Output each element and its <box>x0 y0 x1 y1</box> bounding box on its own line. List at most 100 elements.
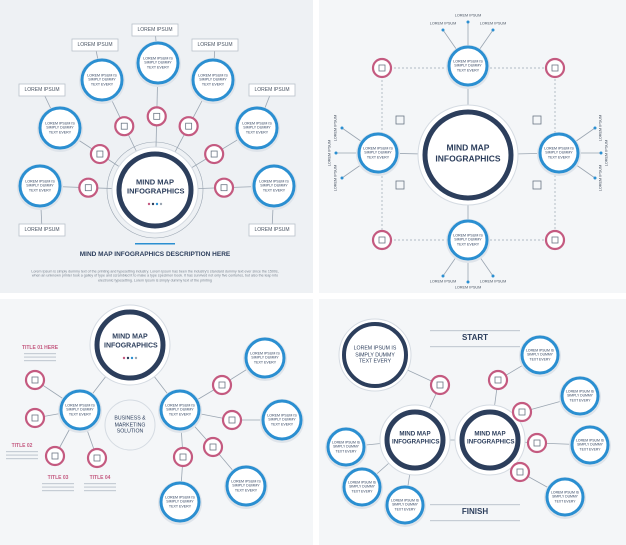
node-label: LOREM IPSUM IS SIMPLY DUMMY TEXT EVERY <box>231 479 261 493</box>
node-label: LOREM IPSUM IS SIMPLY DUMMY TEXT EVERY <box>391 498 419 512</box>
spoke-label: LOREM IPSUM <box>479 279 507 284</box>
icon-node <box>114 116 135 137</box>
icon <box>153 112 161 120</box>
node <box>520 335 560 375</box>
node-label: LOREM IPSUM IS SIMPLY DUMMY TEXT EVERY <box>576 438 604 452</box>
dot <box>147 202 151 206</box>
center-node <box>94 309 166 381</box>
center-title: MIND MAP INFOGRAPHICS <box>467 430 515 445</box>
icon <box>185 122 193 130</box>
icon-node <box>24 407 46 429</box>
dot <box>159 202 163 206</box>
icon <box>378 236 386 244</box>
section-title: TITLE 04 <box>89 474 111 481</box>
icon-node <box>371 57 393 79</box>
icon-node <box>213 177 235 198</box>
center-title: MIND MAP INFOGRAPHICS <box>104 333 158 349</box>
section-title: TITLE 01 HERE <box>21 344 59 351</box>
node <box>18 164 62 208</box>
node-label: LOREM IPSUM IS SIMPLY DUMMY TEXT EVERY <box>65 403 95 417</box>
center-title: MIND MAP INFOGRAPHICS <box>127 177 185 196</box>
spoke-label: LOREM IPSUM <box>598 164 603 192</box>
text-placeholder <box>24 353 56 355</box>
node-label: LOREM IPSUM IS SIMPLY DUMMY TEXT EVERY <box>544 146 574 160</box>
dot <box>134 356 138 360</box>
dot <box>155 202 159 206</box>
icon <box>532 180 542 190</box>
node <box>225 465 267 507</box>
finish-label: FINISH <box>461 507 489 516</box>
node <box>326 427 366 467</box>
icon-node <box>211 374 233 396</box>
callout-label: LOREM IPSUM <box>254 86 290 93</box>
node <box>342 467 382 507</box>
icon-node <box>371 229 393 251</box>
icon-node <box>526 432 548 454</box>
spoke-dot <box>466 280 470 284</box>
icon <box>494 376 502 384</box>
spoke-label: LOREM IPSUM <box>454 13 482 18</box>
spoke-label: LOREM IPSUM <box>604 139 609 167</box>
node <box>38 106 82 150</box>
icon-node <box>78 177 99 198</box>
icon <box>84 184 92 192</box>
spoke-label: LOREM IPSUM <box>429 21 457 26</box>
icon <box>436 381 444 389</box>
spoke-label: LOREM IPSUM <box>327 139 332 167</box>
dot <box>151 202 155 206</box>
icon <box>551 64 559 72</box>
callout-box <box>248 223 296 237</box>
icon <box>220 184 228 192</box>
icon <box>518 408 526 416</box>
icon-node <box>487 369 509 391</box>
section-title: TITLE 02 <box>11 442 33 449</box>
orbit <box>106 141 204 239</box>
icon-node <box>146 106 167 127</box>
text-placeholder <box>6 454 38 456</box>
spoke-label: LOREM IPSUM <box>454 285 482 290</box>
node-label: LOREM IPSUM IS SIMPLY DUMMY TEXT EVERY <box>453 59 483 73</box>
center-node <box>116 151 194 229</box>
spoke-label: LOREM IPSUM <box>479 21 507 26</box>
callout-box <box>131 23 179 37</box>
node-label: LOREM IPSUM IS SIMPLY DUMMY TEXT EVERY <box>250 351 280 365</box>
center-node <box>422 109 514 201</box>
node-label: LOREM IPSUM IS SIMPLY DUMMY TEXT EVERY <box>348 480 376 494</box>
icon-node <box>202 436 224 458</box>
node-label: LOREM IPSUM IS SIMPLY DUMMY TEXT EVERY <box>87 73 117 87</box>
callout-label: LOREM IPSUM <box>24 226 60 233</box>
lead-node <box>342 322 408 388</box>
icon-node <box>86 447 108 469</box>
node <box>252 164 296 208</box>
icon-node <box>172 446 194 468</box>
node <box>261 399 303 441</box>
node-label: LOREM IPSUM IS SIMPLY DUMMY TEXT EVERY <box>165 495 195 509</box>
lead-label: LOREM IPSUM IS SIMPLY DUMMY TEXT EVERY <box>353 345 397 365</box>
node-label: LOREM IPSUM IS SIMPLY DUMMY TEXT EVERY <box>363 146 393 160</box>
icon <box>228 416 236 424</box>
spoke-dot <box>491 28 495 32</box>
callout-box <box>18 223 66 237</box>
text-placeholder <box>84 486 116 488</box>
spoke-dot <box>599 151 603 155</box>
text-placeholder <box>24 356 56 358</box>
icon-node <box>44 445 66 467</box>
text-placeholder <box>84 490 116 492</box>
text-placeholder <box>42 486 74 488</box>
icon <box>31 376 39 384</box>
text-placeholder <box>42 483 74 485</box>
dot <box>122 356 126 360</box>
heading-rule <box>135 243 175 245</box>
center-title: MIND MAP INFOGRAPHICS <box>392 430 440 445</box>
node-label: LOREM IPSUM IS SIMPLY DUMMY TEXT EVERY <box>259 179 289 193</box>
center-title: MIND MAP INFOGRAPHICS <box>435 142 501 163</box>
rule <box>430 330 520 332</box>
icon-node <box>221 409 243 431</box>
node-label: LOREM IPSUM IS SIMPLY DUMMY TEXT EVERY <box>267 413 297 427</box>
rule <box>430 504 520 506</box>
node <box>538 132 580 174</box>
spoke-dot <box>491 274 495 278</box>
node-label: LOREM IPSUM IS SIMPLY DUMMY TEXT EVERY <box>453 233 483 247</box>
